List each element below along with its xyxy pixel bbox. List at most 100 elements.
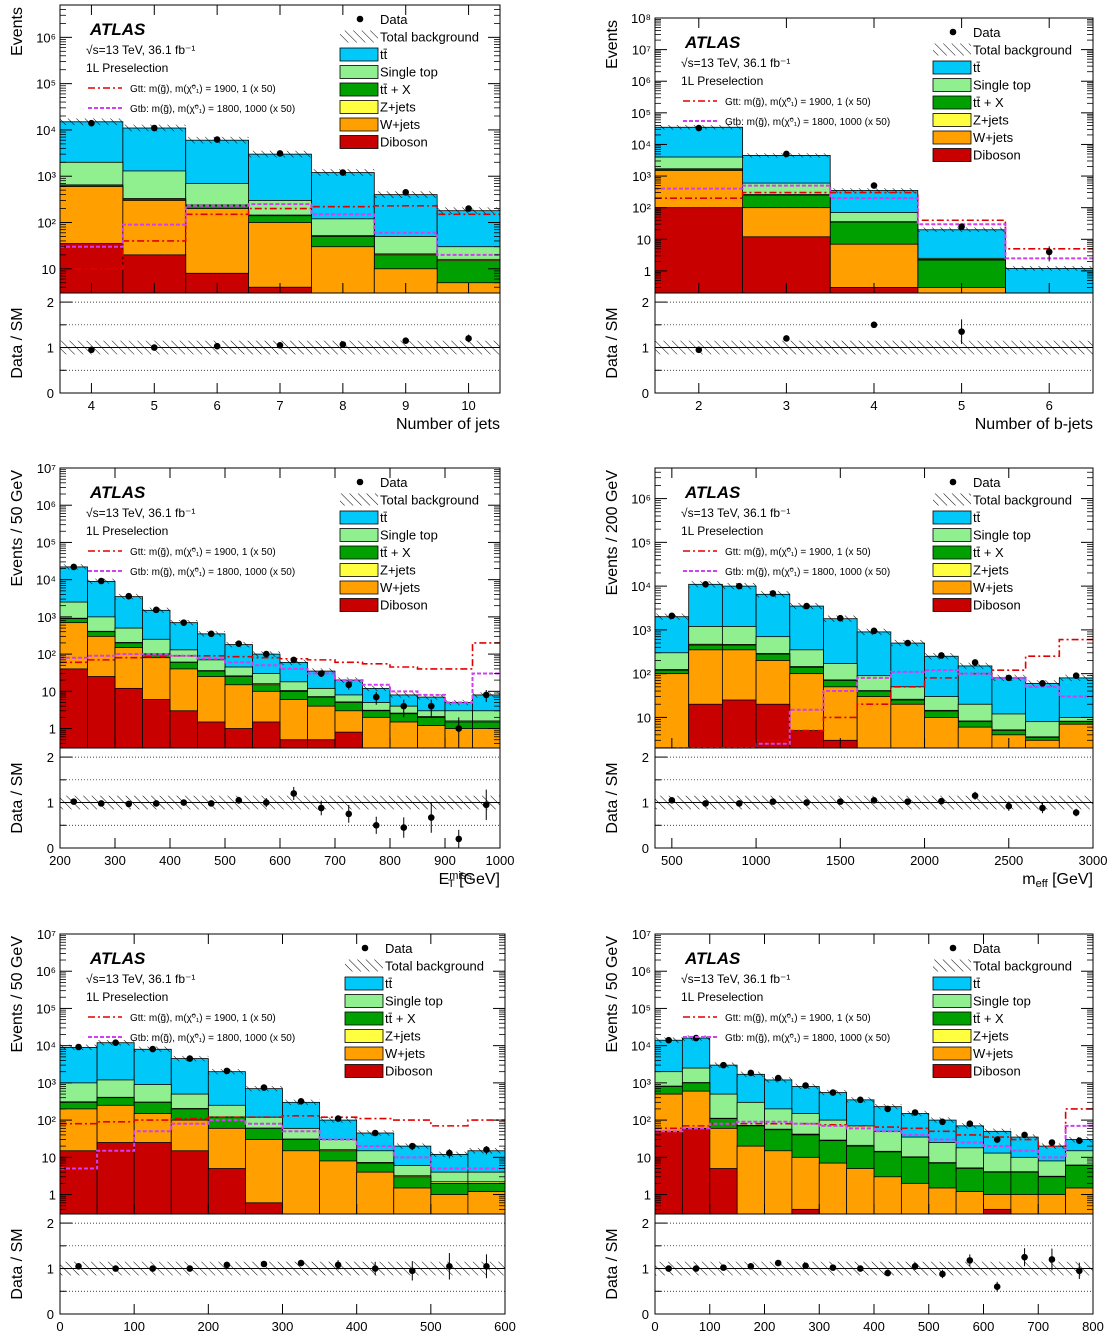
- data-point-mj-7: [334, 1115, 342, 1122]
- energy-lumi-mj: √s=13 TeV, 36.1 fb⁻¹: [86, 972, 195, 986]
- bar-wjets-meff-8: [924, 717, 959, 748]
- stack-nbjets: [655, 124, 1093, 293]
- legend-ttX-swatch-njets: [339, 82, 379, 97]
- legend-single_top-label-meff: Single top: [973, 528, 1031, 543]
- ratio-point-mt-1: [692, 1265, 700, 1272]
- legend-gtb-label-meff: Gtb: m(g̃), m(χ̃⁰₁) = 1800, 1000 (x 50): [725, 567, 890, 578]
- ytick-label-njets-4: 10⁵: [36, 77, 56, 92]
- ytick-label-nbjets-4: 10⁴: [631, 137, 651, 152]
- data-point-meff-7: [904, 639, 911, 647]
- atlas-label-njets: ATLAS: [89, 20, 146, 39]
- xtick-label-met-7: 900: [434, 853, 456, 868]
- ytick-label-njets-2: 10³: [37, 169, 56, 184]
- bar-wjets-mj-9: [393, 1187, 432, 1214]
- ratio-ytick-mj-2: 2: [47, 1216, 54, 1231]
- legend-zjets-label-njets: Z+jets: [380, 100, 416, 115]
- xtick-label-njets-0: 4: [88, 398, 95, 413]
- data-point-meff-10: [1005, 674, 1013, 682]
- data-point-met-14: [455, 725, 463, 732]
- legend-total-label-met: Total background: [380, 493, 479, 508]
- ratio-point-mj-10: [446, 1262, 453, 1270]
- ytick-label-mt-3: 10³: [632, 1076, 651, 1091]
- ratio-point-met-12: [400, 824, 408, 831]
- ratio-point-mt-0: [665, 1265, 672, 1272]
- total-bkg-band-mt-12: [983, 1128, 1011, 1134]
- ytick-label-mj-7: 10⁷: [37, 927, 56, 942]
- ratio-frame-njets: [59, 292, 501, 394]
- data-point-njets-0: [88, 119, 95, 127]
- ratio-point-meff-12: [1072, 809, 1080, 816]
- ytick-label-mt-2: 10²: [632, 1113, 651, 1128]
- ytick-label-meff-1: 10²: [632, 667, 651, 682]
- xtick-label-nbjets-0: 2: [695, 398, 702, 413]
- atlas-label-met: ATLAS: [89, 483, 146, 502]
- ratio-ylabel-mt: Data / SM: [604, 1228, 621, 1299]
- data-point-njets-1: [150, 124, 158, 132]
- xtick-label-met-8: 1000: [486, 853, 515, 868]
- bar-wjets-mt-13: [1010, 1194, 1039, 1214]
- ratio-point-met-13: [427, 814, 435, 821]
- ytick-label-njets-3: 10⁴: [36, 123, 56, 138]
- ratio-point-met-2: [125, 800, 133, 808]
- bar-diboson-met-2: [114, 687, 143, 748]
- ytick-label-nbjets-5: 10⁵: [631, 106, 651, 121]
- legend-ttbar-label-nbjets: tt̄: [973, 60, 981, 75]
- ratio-point-mt-4: [774, 1259, 782, 1267]
- ratio-point-njets-2: [213, 342, 221, 350]
- data-point-mj-9: [408, 1142, 416, 1150]
- bar-wjets-mt-8: [873, 1176, 902, 1214]
- bar-diboson-mt-0: [655, 1130, 683, 1214]
- legend-ttbar-label-mj: tt̄: [385, 976, 393, 991]
- ratio-panel-meff: 0 1 2: [642, 747, 1094, 856]
- data-point-met-10: [345, 681, 353, 689]
- bar-diboson-mj-2: [133, 1142, 172, 1214]
- ytick-label-nbjets-6: 10⁶: [631, 74, 651, 89]
- ratio-point-met-6: [235, 796, 243, 804]
- ratio-ytick-met-1: 1: [47, 796, 54, 811]
- bar-diboson-met-8: [279, 739, 308, 748]
- total-bkg-band-nbjets-2: [830, 188, 918, 193]
- data-point-mt-7: [857, 1096, 864, 1104]
- ratio-point-meff-9: [971, 792, 979, 800]
- legend-gtb-label-met: Gtb: m(g̃), m(χ̃⁰₁) = 1800, 1000 (x 50): [130, 567, 295, 578]
- data-point-mj-1: [112, 1039, 119, 1047]
- stack-njets: [60, 118, 500, 293]
- ratio-point-mj-2: [149, 1265, 157, 1272]
- legend-data-label-meff: Data: [973, 475, 1001, 490]
- ratio-ylabel-nbjets: Data / SM: [604, 307, 621, 378]
- ytick-label-mj-6: 10⁶: [36, 964, 56, 979]
- ratio-point-mt-8: [884, 1269, 891, 1277]
- xtick-label-mj-4: 400: [346, 1319, 368, 1334]
- ytick-label-mt-4: 10⁴: [631, 1039, 651, 1054]
- ratio-point-mt-14: [1048, 1256, 1056, 1263]
- bar-wjets-mt-10: [928, 1187, 957, 1214]
- legend-wjets-label-mt: W+jets: [973, 1046, 1014, 1061]
- xtick-label-met-0: 200: [49, 853, 71, 868]
- ytick-label-meff-2: 10³: [632, 623, 651, 638]
- data-point-njets-5: [402, 188, 410, 196]
- bar-wjets-meff-11: [1025, 739, 1060, 748]
- legend-diboson-swatch-met: [339, 598, 379, 612]
- bar-wjets-mt-7: [846, 1168, 875, 1214]
- data-point-mt-12: [993, 1136, 1001, 1143]
- legend-data-marker-njets: [356, 15, 364, 23]
- data-point-met-8: [290, 656, 298, 664]
- data-point-mt-3: [747, 1069, 755, 1077]
- data-point-mj-3: [186, 1055, 194, 1062]
- legend-gtb-label-njets: Gtb: m(g̃), m(χ̃⁰₁) = 1800, 1000 (x 50): [130, 104, 295, 115]
- total-bkg-band-met-12: [390, 692, 418, 698]
- legend-diboson-swatch-nbjets: [932, 148, 972, 162]
- xtick-label-meff-1: 1000: [742, 853, 771, 868]
- xtick-label-met-4: 600: [269, 853, 291, 868]
- data-point-mt-15: [1076, 1137, 1083, 1144]
- data-point-nbjets-1: [783, 150, 790, 158]
- ratio-point-met-3: [152, 800, 160, 807]
- legend-zjets-swatch-njets: [339, 100, 379, 114]
- legend-total-label-nbjets: Total background: [973, 43, 1072, 58]
- legend-ttbar-swatch-njets: [339, 47, 379, 62]
- ratio-point-meff-10: [1005, 802, 1013, 810]
- legend-wjets-label-meff: W+jets: [973, 580, 1014, 595]
- legend-ttX-swatch-mj: [344, 1011, 384, 1026]
- legend-data-marker-nbjets: [949, 28, 957, 36]
